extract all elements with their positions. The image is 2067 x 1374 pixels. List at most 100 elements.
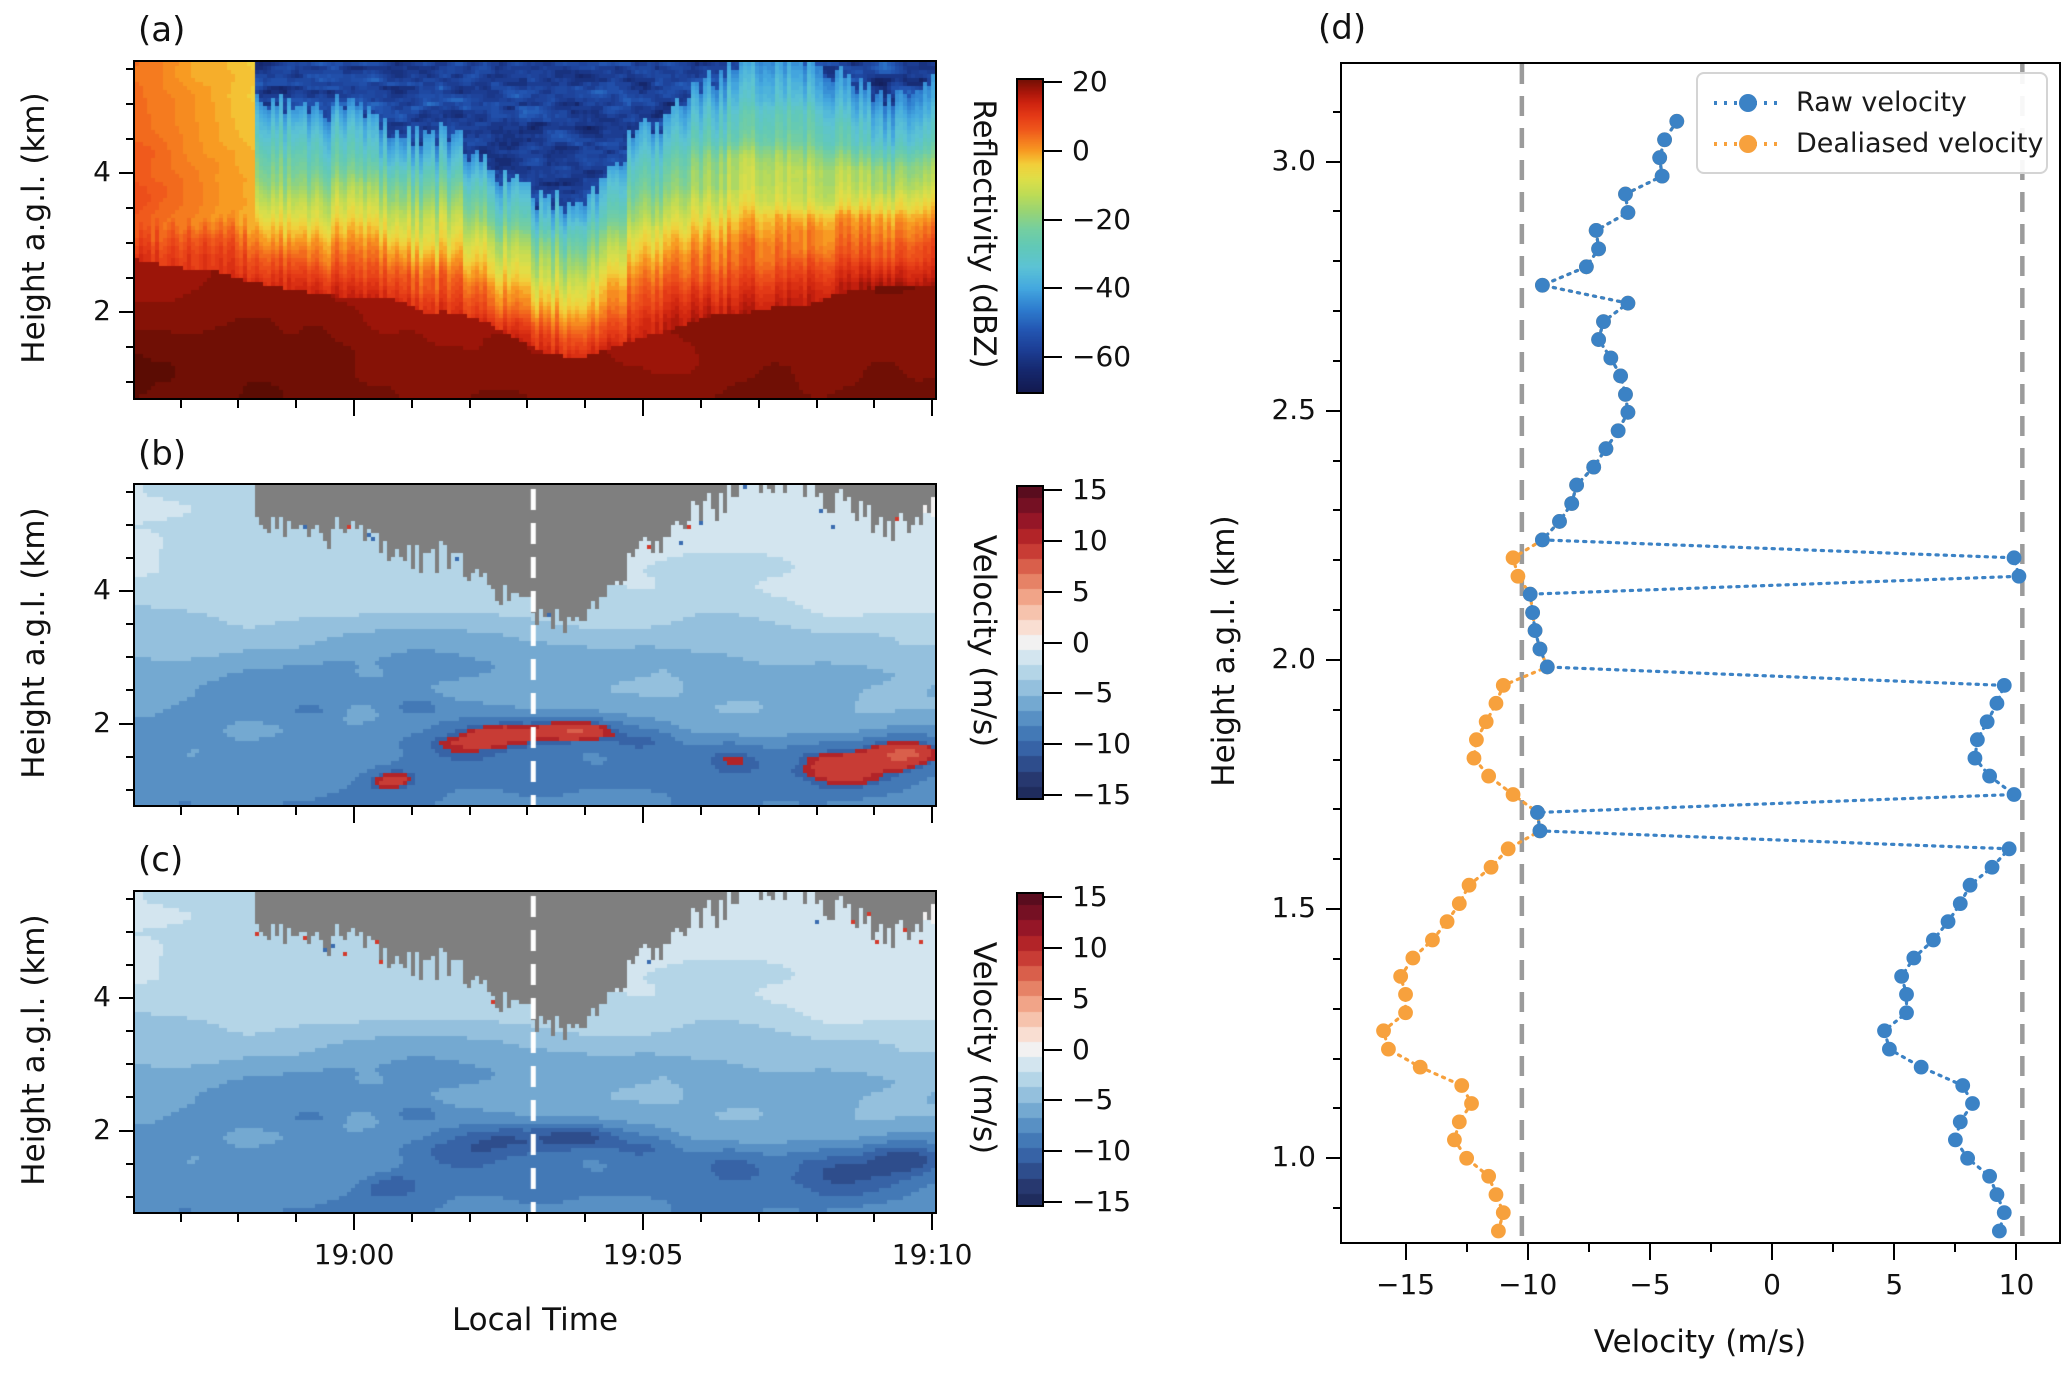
y-minor-tick — [126, 556, 133, 559]
y-major-tick — [119, 722, 133, 725]
raw-velocity-point — [1947, 1132, 1963, 1148]
d-y-minor-tick — [1333, 110, 1340, 113]
dealiased-velocity-point — [1505, 550, 1521, 566]
x-minor-tick — [699, 807, 702, 815]
time-axis-label: Local Time — [451, 1302, 619, 1338]
x-major-tick — [642, 807, 645, 823]
raw-velocity-point — [1564, 496, 1580, 511]
colorbar-tick — [1042, 1099, 1062, 1102]
x-minor-tick — [526, 400, 529, 408]
colorbar-tick-label: 10 — [1072, 930, 1108, 964]
d-x-tick-label: −15 — [1375, 1268, 1436, 1301]
raw-velocity-point — [1588, 223, 1604, 238]
raw-velocity-point — [1534, 532, 1550, 548]
x-major-tick — [353, 807, 356, 823]
dealiased-velocity-point — [1483, 859, 1499, 875]
raw-velocity-point — [1620, 205, 1636, 220]
raw-velocity-point — [1598, 441, 1614, 457]
raw-velocity-legend-marker-icon — [1714, 93, 1782, 112]
raw-velocity-point — [2011, 568, 2027, 584]
d-y-major-tick — [1326, 409, 1340, 412]
y-minor-tick — [126, 1195, 133, 1198]
raw-velocity-point — [1899, 1005, 1914, 1021]
colorbar-tick — [1042, 641, 1062, 644]
raw-velocity-point — [1952, 896, 1968, 912]
d-y-minor-tick — [1333, 359, 1340, 362]
colorbar-tick — [1042, 218, 1062, 221]
raw-velocity-point — [1982, 768, 1997, 784]
legend-item-dealiased: Dealiased velocity — [1712, 128, 2046, 159]
raw-velocity-point — [1596, 314, 1611, 330]
d-y-minor-tick — [1333, 609, 1340, 612]
raw-velocity-point — [1877, 1023, 1892, 1039]
x-minor-tick — [295, 807, 298, 815]
dealiased-velocity-point — [1451, 896, 1467, 912]
dealiased-velocity-point — [1478, 714, 1494, 730]
raw-velocity-point — [1965, 1096, 1980, 1111]
dealiased-velocity-point — [1454, 1078, 1470, 1093]
raw-velocity-point — [1620, 295, 1636, 311]
x-minor-tick — [815, 400, 818, 408]
x-major-tick — [931, 807, 934, 823]
raw-velocity-point — [1527, 623, 1543, 638]
y-minor-tick — [126, 276, 133, 279]
raw-velocity-point — [1586, 459, 1602, 475]
colorbar-tick-label: 15 — [1072, 473, 1108, 507]
colorbar-tick-label: 10 — [1072, 523, 1108, 557]
x-major-tick — [353, 400, 356, 416]
d-x-minor-tick — [1465, 1244, 1468, 1252]
d-y-tick-label: 1.5 — [1271, 891, 1316, 925]
velocity-profile-svg — [1376, 64, 2027, 1242]
x-minor-tick — [237, 1214, 240, 1222]
x-minor-tick — [584, 1214, 587, 1222]
y-minor-tick — [126, 623, 133, 626]
dealiased-velocity-point — [1459, 1150, 1475, 1166]
raw-velocity-point — [1603, 350, 1619, 366]
colorbar-tick-label: −15 — [1072, 777, 1132, 811]
dealiased-velocity-point — [1488, 695, 1504, 711]
colorbar-tick-label: −10 — [1072, 727, 1132, 761]
raw-velocity-point — [1654, 168, 1670, 184]
dealiased-velocity-point — [1425, 932, 1440, 948]
x-major-tick — [642, 400, 645, 416]
panel-a-ylabel: Height a.g.l. (km) — [16, 92, 52, 364]
raw-velocity-point — [1940, 914, 1956, 929]
raw-velocity-point — [1569, 477, 1585, 493]
colorbar-tick — [1042, 1200, 1062, 1203]
time-tick-label: 19:05 — [602, 1238, 684, 1271]
d-y-minor-tick — [1333, 559, 1340, 562]
raw-velocity-point — [1534, 277, 1550, 293]
x-major-tick — [642, 1214, 645, 1230]
y-tick-label: 4 — [93, 980, 111, 1014]
dealiased-velocity-point — [1466, 750, 1482, 766]
dealiased-velocity-point — [1491, 1223, 1506, 1239]
raw-velocity-point — [1618, 386, 1633, 402]
y-major-tick — [119, 172, 133, 175]
colorbar-tick — [1042, 355, 1062, 358]
raw-velocity-point — [1913, 1059, 1929, 1075]
raw-velocity-point — [1578, 259, 1594, 275]
d-y-minor-tick — [1333, 957, 1340, 960]
panel-a-label: (a) — [138, 10, 186, 50]
raw-velocity-point — [1552, 514, 1567, 529]
dealiased-velocity-line — [1381, 119, 1679, 1233]
time-tick-label: 19:10 — [891, 1238, 973, 1271]
colorbar-tick — [1042, 149, 1062, 152]
x-minor-tick — [757, 1214, 760, 1222]
panel-d-label: (d) — [1318, 8, 1367, 48]
colorbar-tick-label: −5 — [1072, 1083, 1114, 1117]
raw-velocity-point — [1532, 823, 1548, 839]
legend: Raw velocity Dealiased velocity — [1696, 72, 2048, 174]
x-minor-tick — [179, 807, 182, 815]
colorbar-tick-label: −20 — [1072, 202, 1132, 236]
raw-velocity-point — [1925, 932, 1941, 948]
raw-velocity-point — [1532, 641, 1548, 657]
colorbar-tick-label: −10 — [1072, 1134, 1132, 1168]
d-x-minor-tick — [1832, 1244, 1835, 1252]
raw-velocity-point — [1996, 1205, 2012, 1220]
colorbar-tick-label: 0 — [1072, 133, 1090, 167]
velocity-c-colorbar — [1016, 892, 1044, 1207]
d-y-minor-tick — [1333, 260, 1340, 263]
x-minor-tick — [584, 807, 587, 815]
legend-dealiased-label: Dealiased velocity — [1796, 128, 2044, 159]
